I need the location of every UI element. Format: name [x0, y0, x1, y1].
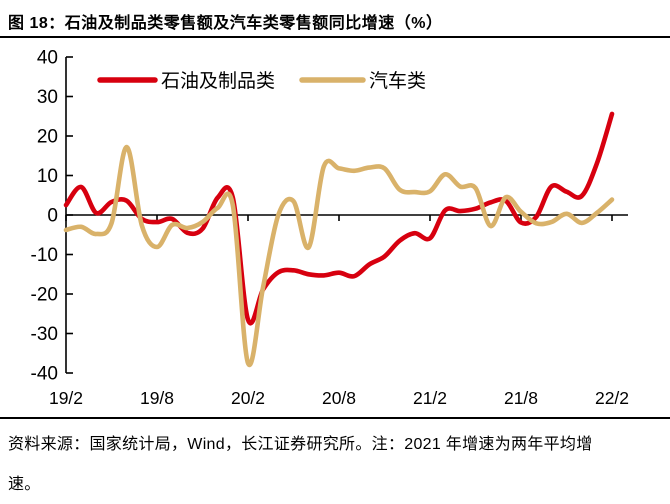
- y-axis-tick-label: 0: [47, 206, 58, 227]
- legend-label-auto: 汽车类: [369, 70, 426, 92]
- source-note: 资料来源：国家统计局，Wind，长江证券研究所。注：2021 年增速为两年平均增…: [8, 425, 662, 504]
- source-note-line2: 速。: [8, 476, 41, 493]
- y-axis-tick-label: -40: [31, 364, 58, 385]
- legend-label-oil: 石油及制品类: [161, 70, 275, 92]
- x-axis-tick-label: 22/2: [595, 388, 629, 408]
- y-axis-tick-label: -30: [31, 324, 58, 345]
- x-axis-tick-label: 19/8: [140, 388, 174, 408]
- y-axis-tick-label: 30: [37, 87, 58, 108]
- footer-separator: [0, 417, 670, 419]
- figure-title: 图 18：石油及制品类零售额及汽车类零售额同比增速（%）: [8, 15, 443, 32]
- x-axis-tick-label: 21/2: [413, 388, 447, 408]
- figure-title-row: 图 18：石油及制品类零售额及汽车类零售额同比增速（%）: [0, 0, 670, 38]
- y-axis-tick-label: -10: [31, 245, 58, 266]
- y-axis-tick-label: -20: [31, 285, 58, 306]
- y-axis-tick-label: 20: [37, 127, 58, 148]
- y-axis-tick-label: 40: [37, 48, 58, 69]
- series-oil-line: [63, 111, 615, 326]
- x-axis-tick-label: 20/8: [322, 388, 356, 408]
- y-axis-tick-label: 10: [37, 166, 58, 187]
- x-axis-tick-label: 21/8: [504, 388, 538, 408]
- x-axis-tick-label: 20/2: [231, 388, 265, 408]
- source-note-line1: 资料来源：国家统计局，Wind，长江证券研究所。注：2021 年增速为两年平均增: [8, 436, 593, 453]
- x-axis-tick-label: 19/2: [49, 388, 83, 408]
- series-auto-line: [63, 144, 615, 368]
